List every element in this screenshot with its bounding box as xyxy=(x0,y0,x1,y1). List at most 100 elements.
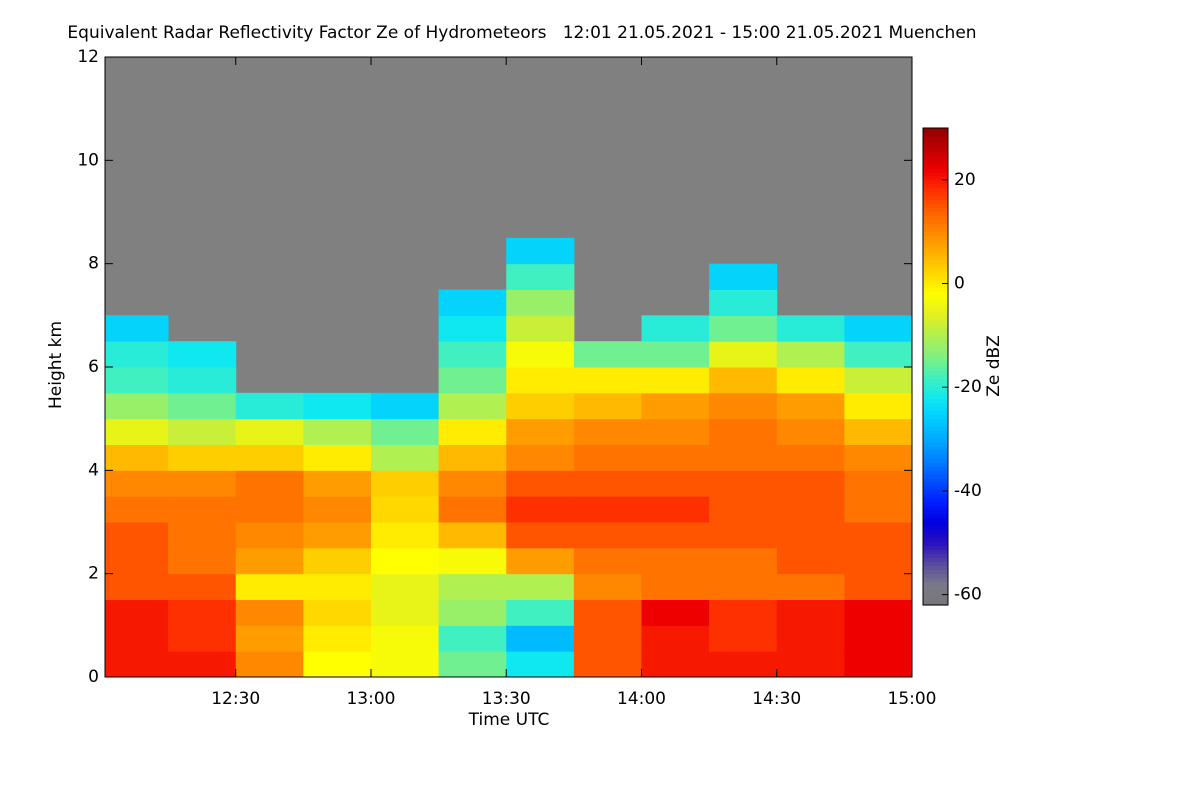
colorbar-segment xyxy=(923,211,948,217)
colorbar-segment xyxy=(923,231,948,236)
colorbar-segment xyxy=(923,545,948,550)
heatmap-cell xyxy=(506,263,575,290)
heatmap-cell xyxy=(105,341,169,368)
heatmap-cell xyxy=(709,522,778,549)
heatmap-cell xyxy=(438,418,507,445)
heatmap-cell xyxy=(303,547,372,575)
heatmap-cell xyxy=(506,392,575,420)
colorbar-segment xyxy=(923,481,948,487)
colorbar-segment xyxy=(923,298,948,304)
colorbar-segment xyxy=(923,259,948,264)
x-tick-label: 15:00 xyxy=(888,689,937,709)
heatmap-cell xyxy=(438,625,507,652)
x-tick-label: 14:30 xyxy=(752,689,801,709)
heatmap-cell xyxy=(709,392,778,420)
colorbar-segment xyxy=(923,239,948,244)
colorbar-segment xyxy=(923,426,948,431)
colorbar-tick-label: -20 xyxy=(954,377,982,397)
heatmap-cell xyxy=(506,625,575,652)
heatmap-cell xyxy=(438,341,507,368)
heatmap-cell xyxy=(438,573,507,600)
heatmap-cell xyxy=(370,496,440,523)
colorbar-segment xyxy=(923,275,948,280)
heatmap-cell xyxy=(105,367,169,394)
colorbar-segment xyxy=(923,442,948,447)
colorbar-segment xyxy=(923,318,948,324)
colorbar-segment xyxy=(923,330,948,336)
heatmap-cell xyxy=(709,418,778,445)
colorbar-segment xyxy=(923,310,948,316)
heatmap-cell xyxy=(303,496,372,523)
heatmap-cell xyxy=(105,496,169,523)
heatmap-cell xyxy=(573,599,642,626)
colorbar-segment xyxy=(923,314,948,320)
colorbar-segment xyxy=(923,537,948,542)
heatmap-cell xyxy=(438,444,507,471)
x-tick-label: 12:30 xyxy=(211,689,260,709)
heatmap-cell xyxy=(844,599,913,626)
heatmap-cell xyxy=(370,573,440,600)
colorbar-segment xyxy=(923,139,948,145)
colorbar-segment xyxy=(923,469,948,475)
colorbar-tick-label: -60 xyxy=(954,585,982,605)
colorbar-segment xyxy=(923,489,948,495)
heatmap-cell xyxy=(709,573,778,600)
heatmap-cell xyxy=(844,573,913,600)
heatmap-cell xyxy=(844,341,913,368)
heatmap-cell xyxy=(370,625,440,652)
heatmap-cell xyxy=(573,547,642,575)
colorbar-segment xyxy=(923,382,948,387)
colorbar-segment xyxy=(923,302,948,308)
heatmap-cell xyxy=(641,522,710,549)
colorbar-segment xyxy=(923,418,948,423)
colorbar-segment xyxy=(923,402,948,407)
heatmap-cell xyxy=(709,651,778,678)
colorbar-segment xyxy=(923,358,948,364)
heatmap-cell xyxy=(506,237,575,265)
heatmap-cell xyxy=(641,496,710,523)
heatmap-cell xyxy=(168,522,237,549)
colorbar-segment xyxy=(923,235,948,240)
heatmap-cell xyxy=(105,625,169,652)
heatmap-cell xyxy=(776,625,845,652)
colorbar-segment xyxy=(923,203,948,209)
heatmap-cell xyxy=(235,470,304,497)
colorbar-tick-label: 0 xyxy=(954,274,965,294)
heatmap-cell xyxy=(168,418,237,445)
colorbar-segment xyxy=(923,541,948,546)
heatmap-cell xyxy=(105,522,169,549)
colorbar-segment xyxy=(923,255,948,260)
y-tick-label: 12 xyxy=(77,47,99,67)
colorbar-segment xyxy=(923,219,948,224)
heatmap-cell xyxy=(573,573,642,600)
heatmap-cell xyxy=(641,573,710,600)
colorbar-segment xyxy=(923,557,948,562)
heatmap-cell xyxy=(438,289,507,316)
heatmap-cell xyxy=(438,392,507,420)
colorbar-segment xyxy=(923,163,948,169)
heatmap-cell xyxy=(776,470,845,497)
colorbar-segment xyxy=(923,410,948,415)
colorbar-label: Ze dBZ xyxy=(984,335,1004,397)
colorbar-segment xyxy=(923,497,948,503)
heatmap-cell xyxy=(709,341,778,368)
chart-title: Equivalent Radar Reflectivity Factor Ze … xyxy=(67,23,976,43)
heatmap-cell xyxy=(235,599,304,626)
heatmap-cell xyxy=(506,522,575,549)
heatmap-cell xyxy=(105,315,169,342)
heatmap-cell xyxy=(235,392,304,420)
colorbar-segment xyxy=(923,521,948,527)
colorbar-segment xyxy=(923,406,948,411)
heatmap-cell xyxy=(168,367,237,394)
heatmap-cell xyxy=(506,341,575,368)
colorbar-segment xyxy=(923,374,948,380)
colorbar-segment xyxy=(923,394,948,399)
colorbar-segment xyxy=(923,414,948,419)
heatmap-cell xyxy=(709,289,778,316)
colorbar-segment xyxy=(923,485,948,491)
heatmap-cell xyxy=(641,392,710,420)
heatmap-cell xyxy=(303,418,372,445)
heatmap-cell xyxy=(844,367,913,394)
colorbar-segment xyxy=(923,565,948,570)
